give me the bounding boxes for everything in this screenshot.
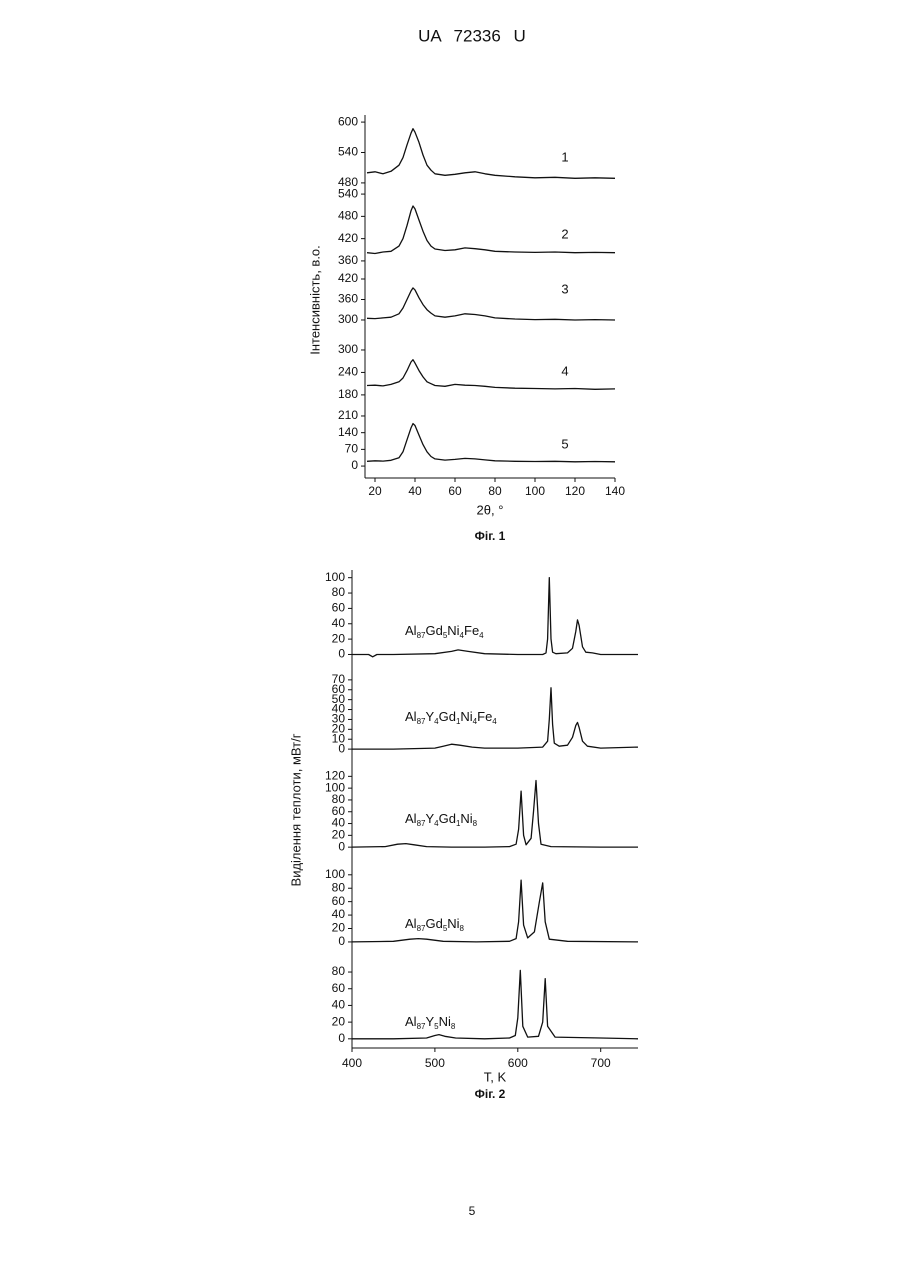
element: Al bbox=[405, 709, 417, 724]
x-tick-label: 700 bbox=[591, 1056, 611, 1070]
y-tick-label: 540 bbox=[338, 145, 358, 159]
page: UA 72336 U 5 204060801001201402θ, °Фіг. … bbox=[0, 0, 901, 1273]
x-tick-label: 60 bbox=[448, 484, 462, 498]
y-tick-label: 0 bbox=[338, 1031, 345, 1045]
element: Y bbox=[425, 1014, 434, 1029]
curve bbox=[352, 781, 638, 848]
element: Fe bbox=[464, 623, 479, 638]
y-tick-label: 60 bbox=[332, 894, 346, 908]
element: Gd bbox=[425, 623, 442, 638]
y-tick-label: 100 bbox=[325, 570, 345, 584]
curve-label: Al87Gd5Ni8 bbox=[405, 916, 465, 933]
curve bbox=[367, 360, 615, 390]
y-tick-label: 360 bbox=[338, 253, 358, 267]
curve-label: Al87Gd5Ni4Fe4 bbox=[405, 623, 484, 640]
page-number: 5 bbox=[469, 1204, 476, 1218]
subscript: 4 bbox=[492, 717, 497, 726]
x-tick-label: 40 bbox=[408, 484, 422, 498]
element: Ni bbox=[439, 1014, 451, 1029]
element: Gd bbox=[439, 709, 456, 724]
curve bbox=[367, 129, 615, 179]
curve bbox=[367, 206, 615, 254]
curve bbox=[352, 970, 638, 1038]
curve-label: Al87Y5Ni8 bbox=[405, 1014, 456, 1031]
subscript: 8 bbox=[473, 819, 478, 828]
y-tick-label: 300 bbox=[338, 312, 358, 326]
x-axis-label: 2θ, ° bbox=[477, 502, 504, 517]
y-tick-label: 360 bbox=[338, 292, 358, 306]
y-tick-label: 120 bbox=[325, 769, 345, 783]
y-tick-label: 210 bbox=[338, 408, 358, 422]
x-tick-label: 80 bbox=[488, 484, 502, 498]
y-tick-label: 140 bbox=[338, 425, 358, 439]
y-tick-label: 420 bbox=[338, 271, 358, 285]
element: Gd bbox=[425, 916, 442, 931]
element: Ni bbox=[460, 811, 472, 826]
curve-label: 4 bbox=[561, 363, 568, 378]
y-tick-label: 300 bbox=[338, 342, 358, 356]
y-tick-label: 240 bbox=[338, 365, 358, 379]
element: Al bbox=[405, 1014, 417, 1029]
element: Ni bbox=[447, 623, 459, 638]
y-tick-label: 600 bbox=[338, 114, 358, 128]
x-tick-label: 500 bbox=[425, 1056, 445, 1070]
y-tick-label: 0 bbox=[351, 458, 358, 472]
element: Gd bbox=[439, 811, 456, 826]
curve-label: Al87Y4Gd1Ni8 bbox=[405, 811, 478, 828]
subscript: 8 bbox=[451, 1022, 456, 1031]
y-tick-label: 80 bbox=[332, 964, 346, 978]
x-tick-label: 600 bbox=[508, 1056, 528, 1070]
y-tick-label: 80 bbox=[332, 585, 346, 599]
y-tick-label: 480 bbox=[338, 209, 358, 223]
y-tick-label: 420 bbox=[338, 231, 358, 245]
x-tick-label: 400 bbox=[342, 1056, 362, 1070]
curve-label: 2 bbox=[561, 226, 568, 241]
y-tick-label: 80 bbox=[332, 880, 346, 894]
y-tick-label: 20 bbox=[332, 921, 346, 935]
x-tick-label: 20 bbox=[368, 484, 382, 498]
curve-label: 1 bbox=[561, 149, 568, 164]
element: Y bbox=[425, 709, 434, 724]
x-tick-label: 100 bbox=[525, 484, 545, 498]
y-tick-label: 40 bbox=[332, 907, 346, 921]
element: Al bbox=[405, 811, 417, 826]
y-tick-label: 40 bbox=[332, 998, 346, 1012]
header-title: UA 72336 U bbox=[418, 26, 526, 45]
y-tick-label: 180 bbox=[338, 387, 358, 401]
curve-label: 3 bbox=[561, 281, 568, 296]
subscript: 4 bbox=[479, 631, 484, 640]
curve-label: Al87Y4Gd1Ni4Fe4 bbox=[405, 709, 497, 726]
y-tick-label: 100 bbox=[325, 867, 345, 881]
y-tick-label: 0 bbox=[338, 647, 345, 661]
y-tick-label: 70 bbox=[345, 442, 359, 456]
element: Fe bbox=[477, 709, 492, 724]
y-tick-label: 20 bbox=[332, 1014, 346, 1028]
element: Y bbox=[425, 811, 434, 826]
y-tick-label: 20 bbox=[332, 631, 346, 645]
y-axis-label: Виділення теплоти, мВт/г bbox=[288, 733, 303, 886]
y-tick-label: 60 bbox=[332, 601, 346, 615]
element: Al bbox=[405, 916, 417, 931]
caption: Фіг. 2 bbox=[475, 1087, 506, 1101]
curve-label: 5 bbox=[561, 436, 568, 451]
element: Al bbox=[405, 623, 417, 638]
element: Ni bbox=[447, 916, 459, 931]
caption: Фіг. 1 bbox=[475, 529, 506, 543]
curve bbox=[367, 424, 615, 462]
x-tick-label: 140 bbox=[605, 484, 625, 498]
subscript: 8 bbox=[460, 924, 465, 933]
y-tick-label: 0 bbox=[338, 934, 345, 948]
x-axis-label: T, K bbox=[484, 1069, 507, 1084]
curve bbox=[367, 288, 615, 320]
y-tick-label: 60 bbox=[332, 981, 346, 995]
y-tick-label: 40 bbox=[332, 616, 346, 630]
y-axis-label: Інтенсивність, в.о. bbox=[307, 245, 322, 355]
element: Ni bbox=[460, 709, 472, 724]
y-tick-label: 70 bbox=[332, 672, 346, 686]
y-tick-label: 540 bbox=[338, 186, 358, 200]
curve bbox=[352, 880, 638, 942]
curve bbox=[352, 578, 638, 657]
x-tick-label: 120 bbox=[565, 484, 585, 498]
